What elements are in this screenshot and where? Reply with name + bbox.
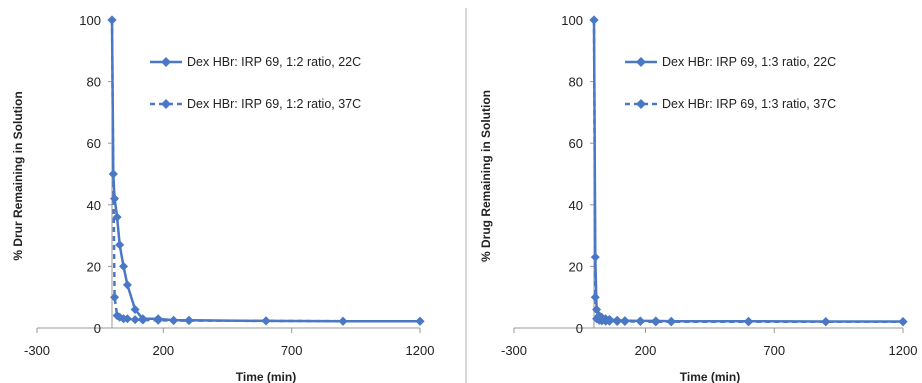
- legend-item: Dex HBr: IRP 69, 1:2 ratio, 37C: [150, 97, 361, 111]
- data-point-marker: [590, 292, 600, 302]
- y-tick-label: 0: [94, 321, 101, 336]
- legend-item: Dex HBr: IRP 69, 1:3 ratio, 22C: [625, 55, 836, 69]
- data-point-marker: [184, 316, 194, 326]
- y-tick-label: 60: [569, 136, 583, 151]
- legend-label: Dex HBr: IRP 69, 1:2 ratio, 22C: [187, 55, 361, 69]
- legend-marker-diamond: [161, 57, 171, 67]
- data-point-marker: [107, 15, 117, 25]
- data-point-marker: [415, 316, 425, 326]
- data-point-marker: [898, 317, 908, 327]
- x-tick-label: 700: [763, 343, 785, 358]
- y-tick-label: 100: [79, 13, 101, 28]
- data-point-marker: [604, 316, 614, 326]
- right-chart-tick-labels: -300 200 700 1200 0 20 40 60 80 100: [501, 13, 917, 358]
- right-chart: -300 200 700 1200 0 20 40 60 80 100 Time (min) % …: [479, 13, 917, 383]
- y-tick-label: 80: [87, 75, 101, 90]
- legend-marker-diamond: [636, 57, 646, 67]
- data-point-marker: [115, 240, 125, 250]
- y-tick-label: 60: [87, 136, 101, 151]
- data-point-marker: [651, 317, 661, 327]
- data-point-marker: [666, 317, 676, 327]
- data-point-marker: [153, 315, 163, 325]
- data-point-marker: [589, 15, 599, 25]
- y-tick-label: 20: [87, 259, 101, 274]
- x-tick-label: 1200: [889, 343, 918, 358]
- legend-label: Dex HBr: IRP 69, 1:3 ratio, 37C: [662, 97, 836, 111]
- data-point-marker: [130, 315, 140, 325]
- x-tick-label: 1200: [406, 343, 435, 358]
- data-point-marker: [122, 314, 132, 324]
- right-chart-x-axis-title: Time (min): [680, 370, 740, 383]
- data-point-marker: [122, 280, 132, 290]
- y-tick-label: 100: [561, 13, 583, 28]
- y-tick-label: 0: [576, 321, 583, 336]
- legend-label: Dex HBr: IRP 69, 1:2 ratio, 37C: [187, 97, 361, 111]
- legend-item: Dex HBr: IRP 69, 1:3 ratio, 37C: [625, 97, 836, 111]
- legend-marker-diamond: [161, 99, 171, 109]
- y-tick-label: 40: [87, 198, 101, 213]
- left-chart-legend: Dex HBr: IRP 69, 1:2 ratio, 22C Dex HBr:…: [150, 55, 361, 111]
- legend-item: Dex HBr: IRP 69, 1:2 ratio, 22C: [150, 55, 361, 69]
- data-point-marker: [261, 316, 271, 326]
- right-chart-series: [589, 15, 908, 327]
- right-chart-legend: Dex HBr: IRP 69, 1:3 ratio, 22C Dex HBr:…: [625, 55, 836, 111]
- x-tick-label: -300: [501, 343, 527, 358]
- x-tick-label: 200: [152, 343, 174, 358]
- x-tick-label: 200: [635, 343, 657, 358]
- left-chart: -300 200 700 1200 0 20 40 60 80 100 Time (min) % …: [11, 13, 434, 383]
- data-point-marker: [169, 316, 179, 326]
- legend-marker-diamond: [636, 99, 646, 109]
- left-chart-x-axis-title: Time (min): [236, 370, 296, 383]
- y-tick-label: 40: [569, 198, 583, 213]
- data-point-marker: [119, 261, 129, 271]
- x-tick-label: 700: [281, 343, 303, 358]
- data-point-marker: [108, 169, 118, 179]
- x-tick-label: -300: [24, 343, 50, 358]
- y-tick-label: 20: [569, 259, 583, 274]
- data-point-marker: [744, 317, 753, 327]
- data-point-marker: [138, 315, 148, 325]
- data-point-marker: [635, 317, 645, 327]
- data-point-marker: [821, 317, 831, 327]
- left-chart-tick-labels: -300 200 700 1200 0 20 40 60 80 100: [24, 13, 434, 358]
- y-tick-label: 80: [569, 75, 583, 90]
- left-chart-y-axis-title: % Drur Remaining in Solution: [11, 91, 25, 260]
- data-point-marker: [338, 316, 348, 326]
- data-point-marker: [110, 194, 120, 204]
- legend-label: Dex HBr: IRP 69, 1:3 ratio, 22C: [662, 55, 836, 69]
- left-chart-series: [107, 15, 425, 326]
- right-chart-y-axis-title: % Drug Remaining in Solution: [479, 90, 493, 262]
- data-point-marker: [620, 317, 630, 327]
- series-line-dashed: [110, 19, 420, 323]
- data-point-marker: [110, 292, 120, 302]
- data-point-marker: [130, 305, 140, 315]
- data-point-marker: [612, 317, 622, 327]
